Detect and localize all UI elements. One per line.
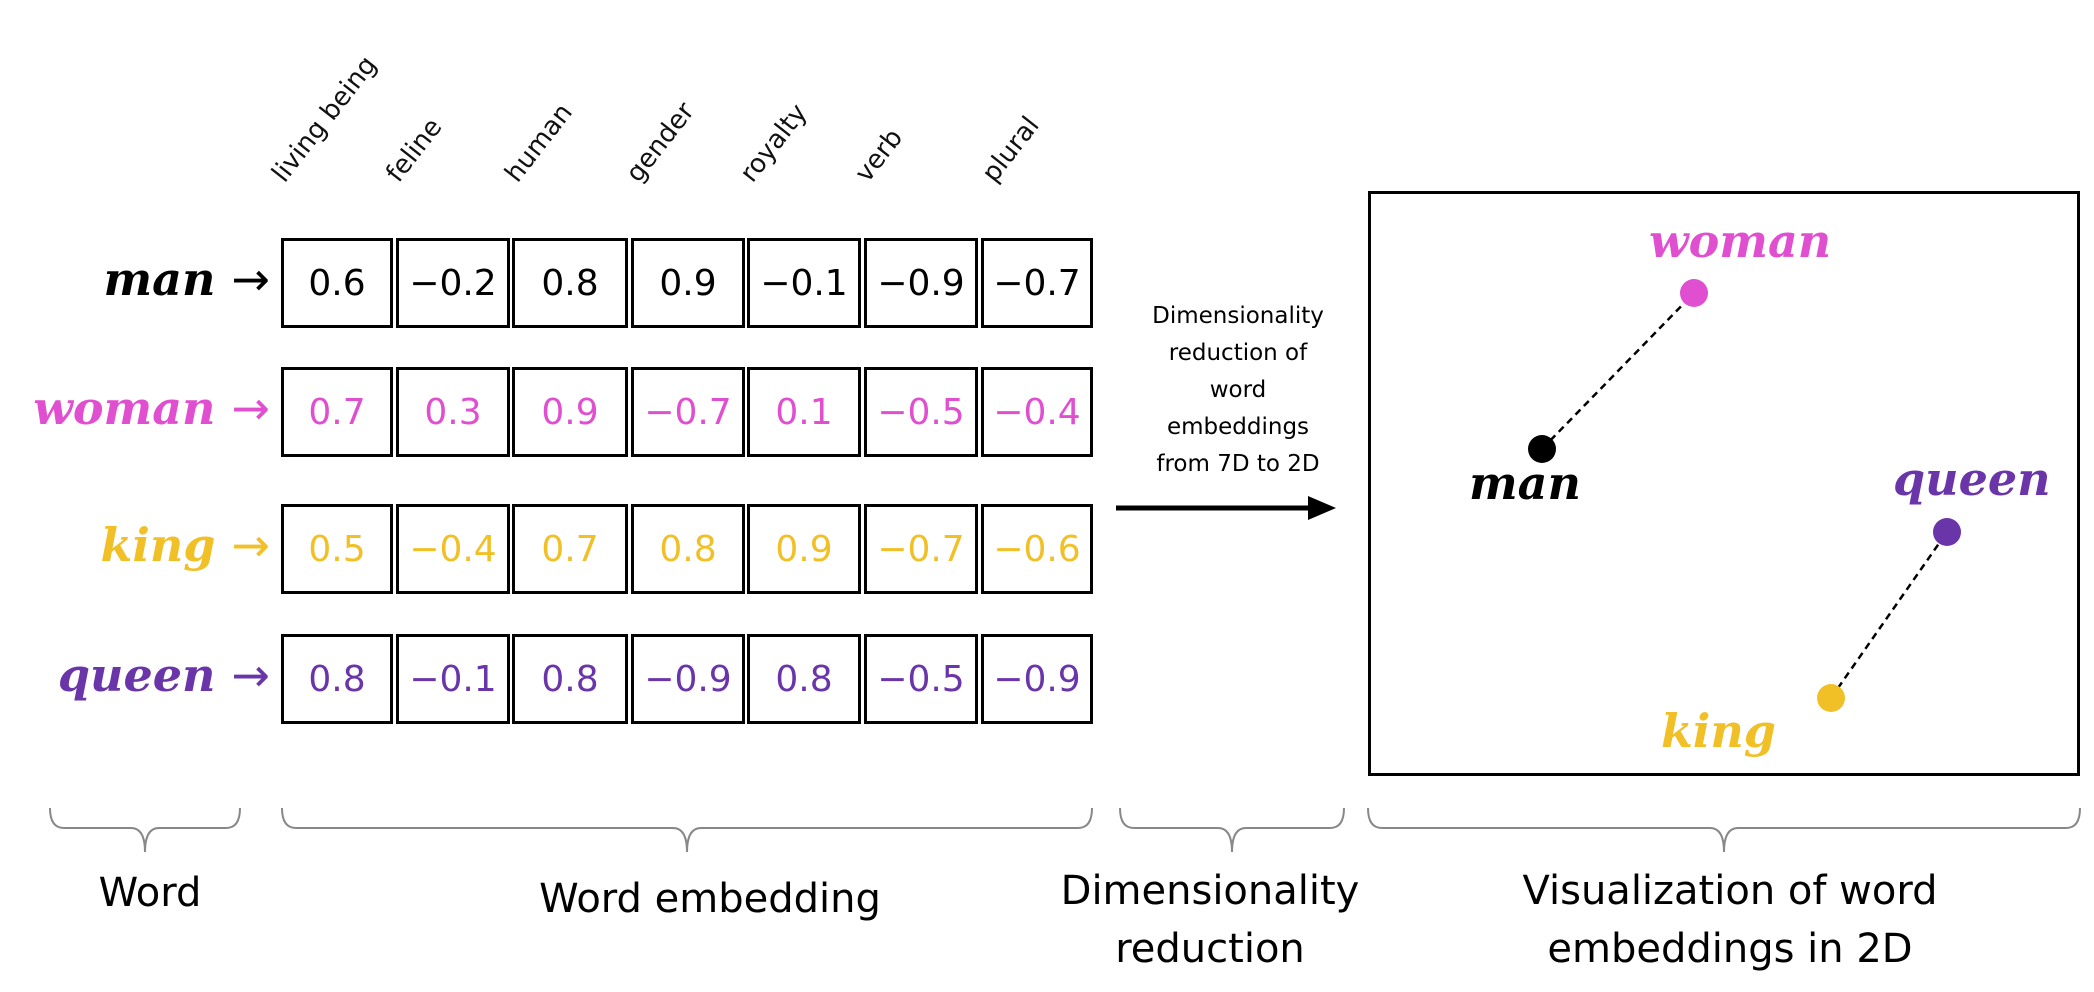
embedding-cell: 0.8 [512,238,628,328]
section-embedding-label: Word embedding [539,876,881,922]
embedding-cell: −0.4 [396,504,510,594]
arrow-icon: → [231,381,270,435]
arrow-icon: → [231,648,270,702]
embedding-cell: −0.4 [981,367,1093,457]
visualization-panel: woman man queen king [1368,191,2080,776]
embedding-cell: −0.7 [864,504,978,594]
section-visualization-label: Visualization of word embeddings in 2D [1470,862,1990,978]
embedding-cell: 0.8 [281,634,393,724]
reduction-label-line1: Dimensionality [1060,868,1360,914]
reduction-line: reduction of [1168,340,1308,366]
reduction-line: from 7D to 2D [1156,451,1320,477]
point-man [1528,435,1556,463]
point-queen [1933,518,1961,546]
section-word-label: Word [98,870,202,916]
embedding-cell: −0.2 [396,238,510,328]
point-label-woman: woman [1649,214,1832,268]
word-text: king [100,518,216,572]
embedding-cell: −0.5 [864,367,978,457]
visualization-label-line1: Visualization of word [1522,868,1938,914]
embedding-cell: 0.9 [512,367,628,457]
dimension-header: feline [380,112,449,188]
row-word-man: man → [10,252,271,306]
embedding-cell: −0.6 [981,504,1093,594]
embedding-cell: −0.1 [747,238,861,328]
dimension-header: human [499,98,579,188]
embedding-cell: −0.9 [631,634,745,724]
embedding-cell: 0.8 [747,634,861,724]
embedding-cell: 0.5 [281,504,393,594]
reduction-line: word [1209,377,1267,403]
point-label-man: man [1469,456,1581,510]
embedding-cell: −0.5 [864,634,978,724]
reduction-description: Dimensionality reduction of word embeddi… [1118,298,1358,483]
word-text: man [103,252,216,306]
embedding-cell: 0.8 [512,634,628,724]
scatter-plot [1528,279,1961,712]
row-word-queen: queen → [10,648,270,702]
section-reduction-label: Dimensionality reduction [1060,862,1360,978]
embedding-cell: −0.7 [631,367,745,457]
brace-2 [1119,807,1345,853]
reduction-line: Dimensionality [1152,303,1324,329]
dimension-header: verb [849,123,910,188]
visualization-label-line2: embeddings in 2D [1547,926,1913,972]
embedding-cell: −0.9 [981,634,1093,724]
embedding-cell: 0.6 [281,238,393,328]
dimension-header: gender [620,96,701,188]
row-word-woman: woman → [10,381,270,435]
reduction-arrow [1116,496,1336,520]
point-woman [1680,279,1708,307]
brace-0 [49,807,241,853]
embedding-cell: −0.9 [864,238,978,328]
dimension-header: plural [976,111,1046,188]
arrow-icon: → [231,252,270,306]
dimension-header: living being [266,50,383,188]
reduction-label-line2: reduction [1115,926,1305,972]
brace-1 [281,807,1093,853]
section-braces [49,807,2081,853]
point-king [1817,684,1845,712]
embedding-cell: 0.8 [631,504,745,594]
embedding-cell: −0.7 [981,238,1093,328]
row-word-king: king → [10,518,270,572]
connector-man-woman [1541,292,1695,450]
dimension-header: royalty [734,98,814,188]
point-label-queen: queen [1893,452,2051,506]
embedding-cell: 0.9 [747,504,861,594]
word-text: queen [57,648,216,702]
point-label-king: king [1661,704,1776,758]
reduction-line: embeddings [1166,414,1310,440]
embedding-cell: 0.1 [747,367,861,457]
embedding-cell: 0.3 [396,367,510,457]
arrow-icon: → [231,518,270,572]
embedding-cell: 0.7 [281,367,393,457]
brace-3 [1367,807,2081,853]
connector-king-queen [1829,531,1949,699]
embedding-cell: 0.9 [631,238,745,328]
embedding-cell: −0.1 [396,634,510,724]
word-text: woman [33,381,216,435]
embedding-cell: 0.7 [512,504,628,594]
